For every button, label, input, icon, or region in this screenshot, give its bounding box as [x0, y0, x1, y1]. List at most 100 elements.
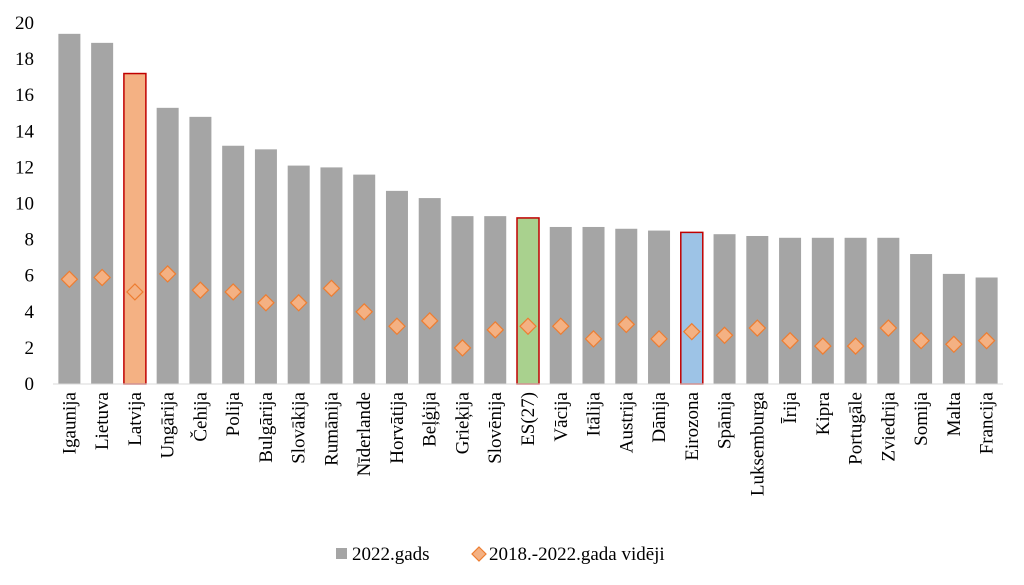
x-tick-label: Beļģija — [420, 391, 441, 446]
marker-point — [60, 270, 79, 289]
x-tick-label: Eirozona — [682, 391, 703, 460]
marker-point — [650, 330, 668, 348]
bar — [942, 273, 965, 384]
bar — [451, 216, 474, 384]
y-tick-label: 20 — [15, 13, 34, 34]
bar — [713, 234, 736, 384]
bar — [779, 237, 802, 384]
bar — [975, 277, 998, 384]
marker-point — [584, 330, 603, 348]
bar — [222, 145, 245, 384]
marker-point — [682, 322, 701, 341]
x-tick-label: Igaunija — [59, 391, 80, 454]
bar-series — [58, 33, 998, 385]
marker-point — [453, 339, 472, 357]
x-tick-label: Grieķija — [452, 391, 473, 454]
x-tick-label: Īrija — [780, 391, 801, 423]
x-tick-label: Slovākija — [289, 391, 310, 463]
x-tick-label: Rumānija — [321, 391, 342, 465]
x-tick-label: Somija — [911, 391, 932, 445]
marker-point — [715, 326, 734, 345]
bar — [844, 237, 867, 384]
bar — [418, 198, 441, 384]
marker-point — [420, 311, 439, 330]
marker-point — [388, 317, 406, 336]
y-tick-label: 8 — [25, 230, 35, 251]
marker-point — [519, 317, 537, 336]
x-tick-label: ES(27) — [518, 392, 539, 446]
bar — [385, 190, 408, 384]
y-tick-label: 10 — [15, 194, 34, 215]
x-tick-label: Horvātija — [387, 391, 408, 463]
marker-point — [551, 317, 570, 336]
x-tick-label: Francija — [977, 391, 998, 454]
bar — [320, 167, 343, 384]
bar — [910, 254, 933, 384]
bar — [156, 107, 179, 385]
bar — [516, 217, 540, 385]
x-tick-label: Austrija — [616, 391, 637, 453]
y-tick-label: 0 — [25, 374, 35, 395]
legend-swatch-bars — [336, 548, 347, 559]
x-tick-label: Portugāle — [846, 392, 867, 465]
marker-point — [486, 321, 505, 339]
x-tick-label: Bulgārija — [256, 391, 277, 462]
legend-label-markers: 2018.-2022.gada vidēji — [489, 544, 665, 565]
y-axis: 0 2 4 6 8 10 12 14 16 18 20 — [15, 13, 35, 395]
marker-point — [781, 331, 799, 350]
x-tick-label: Kipra — [813, 391, 834, 435]
y-tick-label: 2 — [25, 338, 35, 359]
bar — [877, 237, 900, 384]
x-tick-label: Polija — [223, 391, 244, 436]
y-tick-label: 16 — [15, 85, 34, 106]
x-tick-label: Nīderlande — [354, 392, 375, 476]
marker-point — [355, 302, 374, 321]
marker-point — [289, 293, 308, 312]
marker-point — [322, 279, 341, 298]
x-tick-label: Slovēnija — [485, 391, 506, 463]
y-tick-label: 6 — [25, 266, 35, 287]
bar — [254, 149, 277, 384]
x-tick-label: Itālija — [584, 391, 605, 436]
marker-point — [93, 268, 111, 287]
marker-point — [846, 337, 865, 355]
bar — [615, 228, 638, 384]
y-tick-label: 12 — [15, 157, 34, 178]
x-tick-label: Vācija — [551, 391, 572, 441]
bar — [353, 174, 376, 384]
x-tick-label: Ungārija — [158, 391, 179, 458]
legend: 2022.gads 2018.-2022.gada vidēji — [336, 544, 665, 565]
x-tick-label: Dānija — [649, 391, 670, 442]
marker-point — [158, 265, 177, 283]
bar — [484, 216, 507, 384]
x-tick-label: Lietuva — [92, 391, 113, 450]
marker-point — [224, 283, 243, 301]
marker-point — [912, 331, 930, 350]
legend-label-bars: 2022.gads — [352, 544, 430, 565]
bar — [123, 72, 147, 385]
marker-series — [60, 265, 996, 357]
marker-point — [191, 281, 210, 299]
marker-point — [977, 331, 996, 350]
marker-point — [945, 335, 963, 354]
marker-point — [748, 319, 767, 337]
bar — [287, 165, 310, 384]
bar — [189, 116, 212, 385]
x-tick-label: Malta — [944, 391, 965, 436]
bar — [91, 42, 114, 384]
legend-swatch-markers — [471, 546, 487, 562]
bar — [549, 226, 572, 384]
y-tick-label: 14 — [15, 121, 35, 142]
bar — [811, 237, 834, 384]
bar — [648, 230, 671, 384]
bar — [58, 33, 81, 385]
x-tick-label: Zviedrija — [878, 391, 899, 461]
marker-point — [617, 315, 636, 334]
bar — [680, 231, 704, 385]
marker-point — [257, 293, 275, 312]
marker-point — [126, 283, 144, 301]
bar — [746, 235, 769, 384]
marker-point — [813, 337, 832, 355]
